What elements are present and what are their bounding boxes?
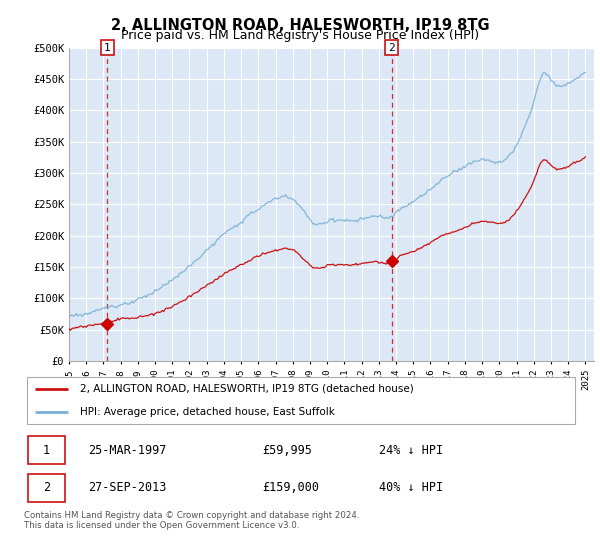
Text: £59,995: £59,995	[263, 444, 313, 456]
Text: Price paid vs. HM Land Registry's House Price Index (HPI): Price paid vs. HM Land Registry's House …	[121, 29, 479, 42]
Text: 2, ALLINGTON ROAD, HALESWORTH, IP19 8TG (detached house): 2, ALLINGTON ROAD, HALESWORTH, IP19 8TG …	[79, 384, 413, 394]
Text: 1: 1	[104, 43, 111, 53]
Text: HPI: Average price, detached house, East Suffolk: HPI: Average price, detached house, East…	[79, 407, 334, 417]
Text: 40% ↓ HPI: 40% ↓ HPI	[379, 482, 443, 494]
Text: 2: 2	[388, 43, 395, 53]
Text: Contains HM Land Registry data © Crown copyright and database right 2024.
This d: Contains HM Land Registry data © Crown c…	[24, 511, 359, 530]
Text: 1: 1	[43, 444, 50, 456]
FancyBboxPatch shape	[28, 474, 65, 502]
FancyBboxPatch shape	[27, 377, 575, 424]
Text: £159,000: £159,000	[263, 482, 320, 494]
FancyBboxPatch shape	[28, 436, 65, 464]
Text: 2: 2	[43, 482, 50, 494]
Text: 25-MAR-1997: 25-MAR-1997	[88, 444, 166, 456]
Text: 24% ↓ HPI: 24% ↓ HPI	[379, 444, 443, 456]
Text: 2, ALLINGTON ROAD, HALESWORTH, IP19 8TG: 2, ALLINGTON ROAD, HALESWORTH, IP19 8TG	[110, 18, 490, 33]
Text: 27-SEP-2013: 27-SEP-2013	[88, 482, 166, 494]
